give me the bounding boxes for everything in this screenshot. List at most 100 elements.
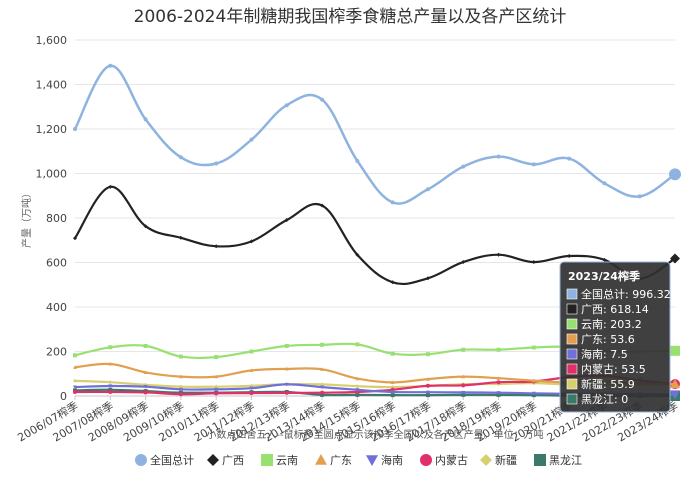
data-point[interactable]	[355, 392, 360, 397]
data-point[interactable]	[425, 377, 430, 381]
data-point[interactable]	[73, 127, 77, 131]
data-point[interactable]	[249, 349, 254, 354]
data-point[interactable]	[73, 365, 77, 369]
data-point[interactable]	[496, 347, 501, 352]
data-point[interactable]	[425, 276, 430, 281]
data-point[interactable]	[355, 384, 360, 389]
data-point[interactable]	[249, 239, 254, 244]
legend-item[interactable]: 新疆	[480, 453, 517, 467]
data-point[interactable]	[73, 378, 77, 383]
data-point[interactable]	[390, 393, 395, 398]
data-point[interactable]	[284, 103, 289, 108]
data-point[interactable]	[390, 380, 395, 385]
data-point[interactable]	[670, 345, 680, 356]
data-point[interactable]	[249, 137, 254, 142]
data-point[interactable]	[108, 361, 113, 366]
data-point[interactable]	[461, 383, 466, 388]
data-point[interactable]	[249, 368, 254, 373]
data-point[interactable]	[108, 387, 113, 392]
legend-item[interactable]: 黑龙江	[534, 454, 582, 467]
data-point[interactable]	[496, 376, 501, 380]
data-point[interactable]	[567, 254, 572, 259]
legend-marker[interactable]	[315, 454, 327, 465]
data-point[interactable]	[178, 235, 183, 240]
data-point[interactable]	[214, 244, 219, 249]
data-point[interactable]	[496, 392, 501, 397]
data-point[interactable]	[425, 390, 430, 395]
data-point[interactable]	[425, 187, 430, 192]
data-point[interactable]	[461, 347, 466, 352]
data-point[interactable]	[531, 162, 536, 167]
data-point[interactable]	[73, 389, 77, 394]
data-point[interactable]	[284, 382, 289, 387]
data-point[interactable]	[425, 383, 430, 388]
data-point[interactable]	[108, 345, 113, 350]
data-point[interactable]	[249, 386, 254, 391]
data-point[interactable]	[425, 352, 430, 357]
data-point[interactable]	[143, 343, 148, 348]
data-point[interactable]	[108, 184, 113, 189]
legend-marker[interactable]	[420, 454, 432, 466]
data-point[interactable]	[108, 63, 113, 68]
legend-item[interactable]: 云南	[261, 454, 298, 467]
data-point[interactable]	[214, 384, 219, 389]
data-point[interactable]	[461, 374, 466, 379]
data-point[interactable]	[567, 156, 572, 161]
data-point[interactable]	[531, 391, 536, 396]
data-point[interactable]	[320, 203, 325, 208]
data-point[interactable]	[284, 343, 289, 348]
data-point[interactable]	[143, 117, 148, 122]
data-point[interactable]	[320, 342, 325, 347]
data-point[interactable]	[669, 168, 681, 181]
data-point[interactable]	[178, 392, 183, 397]
data-point[interactable]	[390, 351, 395, 356]
data-point[interactable]	[214, 355, 219, 360]
legend-item[interactable]: 广东	[315, 454, 352, 467]
data-point[interactable]	[108, 380, 113, 385]
data-point[interactable]	[355, 159, 360, 164]
data-point[interactable]	[214, 161, 219, 166]
legend-item[interactable]: 广西	[207, 454, 244, 467]
data-point[interactable]	[496, 252, 501, 257]
data-point[interactable]	[602, 257, 607, 262]
data-point[interactable]	[249, 391, 254, 396]
legend-marker[interactable]	[480, 454, 492, 466]
data-point[interactable]	[496, 391, 501, 395]
legend-item[interactable]: 内蒙古	[420, 453, 468, 467]
data-point[interactable]	[143, 390, 148, 395]
data-point[interactable]	[143, 385, 148, 389]
data-point[interactable]	[108, 384, 113, 388]
data-point[interactable]	[531, 378, 536, 383]
data-point[interactable]	[670, 379, 680, 389]
data-point[interactable]	[531, 345, 536, 350]
legend-marker[interactable]	[135, 454, 147, 466]
data-point[interactable]	[531, 260, 536, 265]
data-point[interactable]	[284, 390, 289, 395]
data-point[interactable]	[73, 353, 77, 358]
data-point[interactable]	[320, 385, 325, 390]
data-point[interactable]	[602, 181, 607, 186]
data-point[interactable]	[178, 354, 183, 359]
data-point[interactable]	[461, 260, 466, 265]
data-point[interactable]	[355, 376, 360, 381]
data-point[interactable]	[178, 384, 183, 389]
data-point[interactable]	[390, 390, 395, 394]
data-point[interactable]	[425, 393, 430, 398]
data-point[interactable]	[670, 253, 680, 264]
legend-item[interactable]: 全国总计	[135, 453, 194, 467]
data-point[interactable]	[670, 390, 680, 400]
data-point[interactable]	[73, 385, 77, 390]
legend-marker[interactable]	[534, 454, 546, 466]
data-point[interactable]	[320, 97, 325, 102]
data-point[interactable]	[320, 382, 325, 387]
data-point[interactable]	[284, 366, 289, 371]
data-point[interactable]	[178, 155, 183, 160]
legend-item[interactable]: 海南	[366, 453, 403, 467]
legend-marker[interactable]	[207, 454, 219, 466]
data-point[interactable]	[214, 387, 219, 392]
data-point[interactable]	[355, 252, 360, 257]
data-point[interactable]	[320, 390, 325, 395]
data-point[interactable]	[355, 342, 360, 347]
data-point[interactable]	[214, 391, 219, 396]
data-point[interactable]	[143, 224, 148, 229]
